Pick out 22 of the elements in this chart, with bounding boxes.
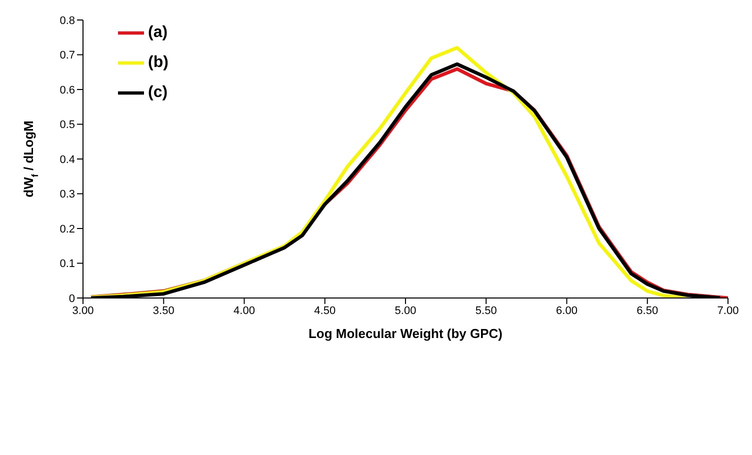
y-tick-label: 0.1 <box>60 258 75 270</box>
y-tick-label: 0.4 <box>60 154 75 166</box>
x-tick-label: 5.00 <box>394 304 416 317</box>
x-tick-label: 6.50 <box>636 304 658 317</box>
x-axis-title: Log Molecular Weight (by GPC) <box>308 326 503 341</box>
x-tick-label: 4.50 <box>314 304 336 317</box>
x-tick-label: 5.50 <box>475 304 497 317</box>
y-tick-label: 0.2 <box>60 223 75 236</box>
legend-label: (b) <box>148 54 168 71</box>
y-tick-label: 0.8 <box>60 14 75 27</box>
y-tick-label: 0.5 <box>60 119 75 132</box>
y-tick-label: 0.6 <box>60 84 75 96</box>
y-tick-label: 0.3 <box>60 188 75 201</box>
x-tick-label: 3.00 <box>72 304 94 317</box>
legend-label: (c) <box>148 84 168 101</box>
y-tick-label: 0 <box>68 292 75 305</box>
y-tick-label: 0.7 <box>60 50 75 62</box>
x-tick-label: 6.00 <box>556 304 578 317</box>
x-tick-label: 4.00 <box>234 304 255 317</box>
x-tick-label: 3.50 <box>152 304 174 317</box>
x-tick-label: 7.00 <box>717 304 739 317</box>
legend-label: (a) <box>148 24 168 41</box>
